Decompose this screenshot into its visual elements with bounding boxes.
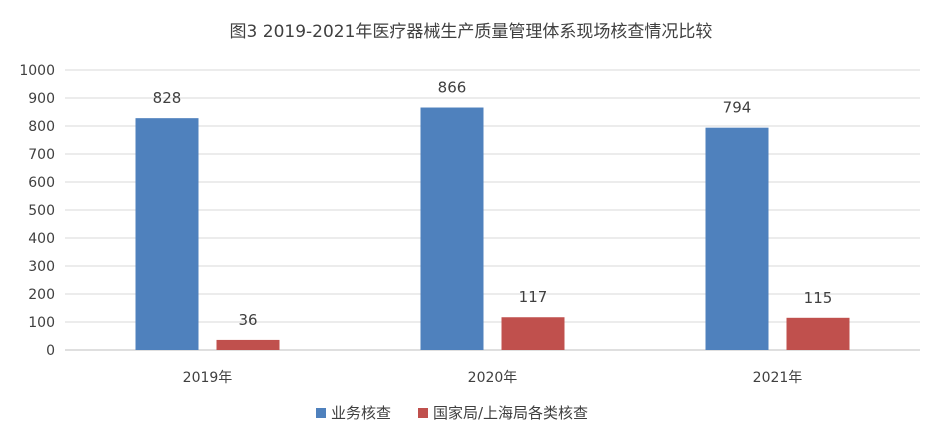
bar: [501, 317, 565, 350]
data-labels: 828 36 866 117 794 115: [153, 79, 833, 329]
bars: [135, 107, 850, 351]
data-label: 866: [438, 79, 467, 97]
y-tick-label: 800: [28, 119, 55, 135]
x-tick-label: 2019年: [183, 370, 233, 386]
y-tick-label: 900: [28, 91, 55, 107]
x-tick-label: 2020年: [468, 370, 518, 386]
data-label: 794: [723, 99, 752, 117]
y-axis-ticks: 0 100 200 300 400 500 600 700 800 900 1000: [19, 63, 55, 359]
y-tick-label: 700: [28, 147, 55, 163]
y-tick-label: 300: [28, 259, 55, 275]
data-label: 115: [804, 289, 833, 307]
data-label: 117: [519, 288, 548, 306]
bar: [135, 118, 199, 350]
chart-title: 图3 2019-2021年医疗器械生产质量管理体系现场核查情况比较: [230, 22, 713, 42]
y-tick-label: 400: [28, 231, 55, 247]
bar: [216, 339, 280, 350]
y-tick-label: 0: [46, 343, 55, 359]
y-tick-label: 200: [28, 287, 55, 303]
data-label: 36: [238, 311, 257, 329]
data-label: 828: [153, 89, 182, 107]
y-tick-label: 500: [28, 203, 55, 219]
y-tick-label: 100: [28, 315, 55, 331]
legend-swatch: [418, 408, 428, 418]
x-tick-label: 2021年: [753, 370, 803, 386]
legend-label: 业务核查: [331, 404, 391, 422]
x-axis-ticks: 2019年 2020年 2021年: [183, 370, 803, 386]
legend-label: 国家局/上海局各类核查: [433, 404, 588, 422]
y-tick-label: 1000: [19, 63, 55, 79]
legend: 业务核查 国家局/上海局各类核查: [316, 404, 588, 422]
bar: [420, 107, 484, 351]
bar: [705, 127, 769, 351]
gridlines: [65, 69, 920, 351]
bar: [786, 317, 850, 350]
legend-swatch: [316, 408, 326, 418]
y-tick-label: 600: [28, 175, 55, 191]
